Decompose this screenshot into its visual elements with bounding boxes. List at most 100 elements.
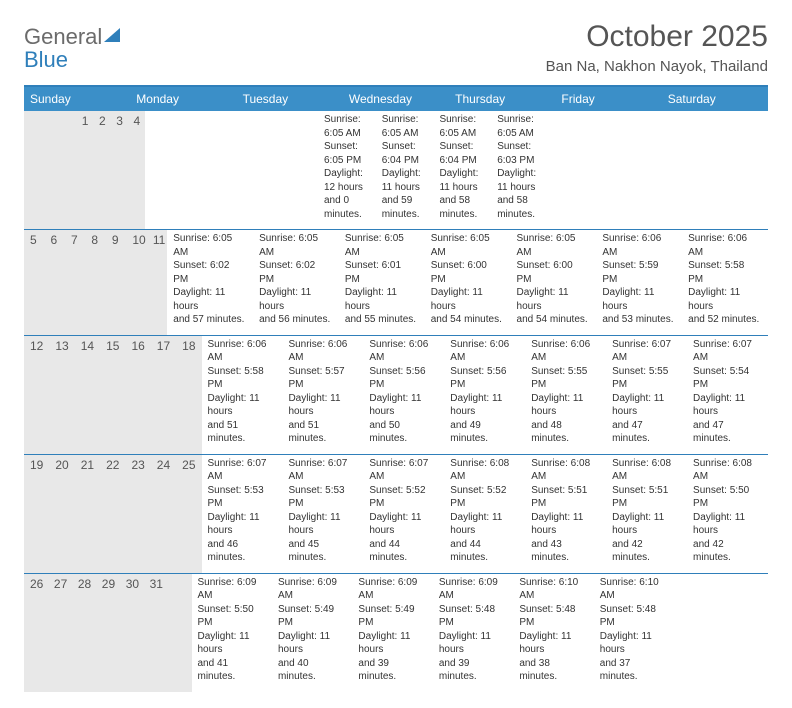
day-number: 15 bbox=[100, 336, 125, 356]
day-daylight2: and 57 minutes. bbox=[173, 313, 247, 327]
day-cell-detail: Sunrise: 6:05 AMSunset: 6:04 PMDaylight:… bbox=[376, 111, 434, 229]
dayname-tuesday: Tuesday bbox=[237, 87, 343, 111]
day-sunrise: Sunrise: 6:09 AM bbox=[198, 576, 266, 603]
day-number: 6 bbox=[44, 230, 64, 250]
day-cell-detail bbox=[674, 574, 754, 692]
day-daylight1: Daylight: 11 hours bbox=[288, 392, 357, 419]
day-daylight2: and 38 minutes. bbox=[519, 657, 587, 684]
day-daylight2: and 54 minutes. bbox=[517, 313, 591, 327]
day-cell-number: 19 bbox=[24, 455, 49, 573]
day-detail-row: Sunrise: 6:05 AM Sunset: 6:05 PM Daylight:… bbox=[145, 111, 549, 229]
day-cell-number: 12 bbox=[24, 336, 49, 454]
day-cell-detail: Sunrise: 6:07 AMSunset: 5:54 PMDaylight:… bbox=[687, 336, 768, 454]
day-number: 3 bbox=[110, 111, 127, 131]
day-number bbox=[168, 574, 192, 594]
day-number: 28 bbox=[72, 574, 96, 594]
day-daylight1: Daylight: 11 hours bbox=[358, 630, 426, 657]
day-cell-number: 5 bbox=[24, 230, 44, 335]
day-cell-number: 6 bbox=[44, 230, 64, 335]
day-number: 30 bbox=[120, 574, 144, 594]
day-sunrise: Sunrise: 6:06 AM bbox=[450, 338, 519, 365]
day-number: 10 bbox=[126, 230, 146, 250]
day-sunrise: Sunrise: 6:06 AM bbox=[531, 338, 600, 365]
weeks-container: 1234Sunrise: 6:05 AMSunset: 6:05 PMDayli… bbox=[24, 111, 768, 692]
day-daylight2: and 54 minutes. bbox=[431, 313, 505, 327]
day-number: 8 bbox=[85, 230, 105, 250]
day-daylight2: and 47 minutes. bbox=[612, 419, 681, 446]
day-number: 14 bbox=[75, 336, 100, 356]
day-daylight1: Daylight: 11 hours bbox=[693, 511, 762, 538]
day-cell-detail: Sunrise: 6:06 AMSunset: 5:59 PMDaylight:… bbox=[596, 230, 682, 335]
location-subtitle: Ban Na, Nakhon Nayok, Thailand bbox=[546, 58, 768, 75]
day-cell-number: 10 bbox=[126, 230, 146, 335]
day-number: 26 bbox=[24, 574, 48, 594]
day-cell-detail: Sunrise: 6:07 AMSunset: 5:53 PMDaylight:… bbox=[282, 455, 363, 573]
dayname-saturday: Saturday bbox=[662, 87, 768, 111]
day-number: 25 bbox=[176, 455, 201, 475]
day-cell-detail: Sunrise: 6:10 AMSunset: 5:48 PMDaylight:… bbox=[594, 574, 674, 692]
calendar-week: 12131415161718Sunrise: 6:06 AMSunset: 5:… bbox=[24, 335, 768, 454]
day-daylight1: Daylight: 11 hours bbox=[345, 286, 419, 313]
day-number bbox=[41, 111, 58, 131]
day-cell-detail: Sunrise: 6:08 AMSunset: 5:51 PMDaylight:… bbox=[606, 455, 687, 573]
dayname-row: Sunday Monday Tuesday Wednesday Thursday… bbox=[24, 87, 768, 111]
day-daylight2: and 40 minutes. bbox=[278, 657, 346, 684]
page-header: General Blue October 2025 Ban Na, Nakhon… bbox=[24, 20, 768, 75]
day-sunset: Sunset: 5:57 PM bbox=[288, 365, 357, 392]
day-sunrise: Sunrise: 6:06 AM bbox=[208, 338, 277, 365]
day-sunrise: Sunrise: 6:05 AM bbox=[345, 232, 419, 259]
day-sunset: Sunset: 5:56 PM bbox=[369, 365, 438, 392]
day-cell-detail: Sunrise: 6:09 AMSunset: 5:50 PMDaylight:… bbox=[192, 574, 272, 692]
day-daylight1: Daylight: 11 hours bbox=[208, 511, 277, 538]
calendar-week: 19202122232425Sunrise: 6:07 AMSunset: 5:… bbox=[24, 454, 768, 573]
day-cell-detail: Sunrise: 6:06 AMSunset: 5:55 PMDaylight:… bbox=[525, 336, 606, 454]
day-cell-number: 13 bbox=[49, 336, 74, 454]
day-daylight2: and 43 minutes. bbox=[531, 538, 600, 565]
day-cell-number: 23 bbox=[125, 455, 150, 573]
day-sunset: Sunset: 6:04 PM bbox=[439, 140, 485, 167]
day-detail-row: Sunrise: 6:06 AMSunset: 5:58 PMDaylight:… bbox=[202, 336, 768, 454]
day-sunset: Sunset: 6:02 PM bbox=[173, 259, 247, 286]
day-number: 13 bbox=[49, 336, 74, 356]
day-cell-detail: Sunrise: 6:08 AMSunset: 5:51 PMDaylight:… bbox=[525, 455, 606, 573]
day-cell-detail: Sunrise: 6:07 AMSunset: 5:53 PMDaylight:… bbox=[202, 455, 283, 573]
day-cell-number bbox=[168, 574, 192, 692]
day-sunset: Sunset: 5:50 PM bbox=[693, 484, 762, 511]
calendar-grid: Sunday Monday Tuesday Wednesday Thursday… bbox=[24, 85, 768, 692]
day-sunrise: Sunrise: 6:05 AM bbox=[517, 232, 591, 259]
day-cell-number: 7 bbox=[65, 230, 85, 335]
day-cell-detail: Sunrise: 6:06 AMSunset: 5:58 PMDaylight:… bbox=[202, 336, 283, 454]
day-sunset: Sunset: 6:00 PM bbox=[431, 259, 505, 286]
day-daylight1: Daylight: 11 hours bbox=[450, 392, 519, 419]
day-number: 9 bbox=[106, 230, 126, 250]
day-sunrise: Sunrise: 6:06 AM bbox=[369, 338, 438, 365]
day-sunrise: Sunrise: 6:05 AM bbox=[431, 232, 505, 259]
dayname-friday: Friday bbox=[555, 87, 661, 111]
day-sunrise: Sunrise: 6:05 AM bbox=[259, 232, 333, 259]
day-sunrise: Sunrise: 6:05 AM bbox=[382, 113, 428, 140]
day-daylight1: Daylight: 11 hours bbox=[278, 630, 346, 657]
logo-text-gray: General bbox=[24, 24, 102, 49]
day-daylight1: Daylight: 11 hours bbox=[600, 630, 668, 657]
day-daylight2: and 41 minutes. bbox=[198, 657, 266, 684]
day-cell-number: 1 bbox=[76, 111, 93, 229]
day-sunset: Sunset: 6:00 PM bbox=[517, 259, 591, 286]
day-sunset: Sunset: 5:50 PM bbox=[198, 603, 266, 630]
day-daylight1: Daylight: 11 hours bbox=[612, 511, 681, 538]
day-sunset: Sunset: 5:48 PM bbox=[439, 603, 507, 630]
day-cell-number: 2 bbox=[93, 111, 110, 229]
day-daylight2: and 44 minutes. bbox=[450, 538, 519, 565]
day-cell-detail: Sunrise: 6:06 AMSunset: 5:57 PMDaylight:… bbox=[282, 336, 363, 454]
calendar-page: General Blue October 2025 Ban Na, Nakhon… bbox=[0, 0, 792, 708]
day-cell-detail: Sunrise: 6:09 AMSunset: 5:48 PMDaylight:… bbox=[433, 574, 513, 692]
day-daylight1: Daylight: 11 hours bbox=[497, 167, 543, 194]
day-cell-detail: Sunrise: 6:05 AMSunset: 6:00 PMDaylight:… bbox=[425, 230, 511, 335]
day-number: 16 bbox=[125, 336, 150, 356]
day-sunset: Sunset: 6:05 PM bbox=[324, 140, 370, 167]
day-sunrise: Sunrise: 6:05 AM bbox=[173, 232, 247, 259]
day-cell-detail: Sunrise: 6:09 AMSunset: 5:49 PMDaylight:… bbox=[272, 574, 352, 692]
day-number: 27 bbox=[48, 574, 72, 594]
day-daylight1: Daylight: 11 hours bbox=[369, 511, 438, 538]
month-title: October 2025 bbox=[546, 20, 768, 54]
day-daylight2: and 39 minutes. bbox=[358, 657, 426, 684]
